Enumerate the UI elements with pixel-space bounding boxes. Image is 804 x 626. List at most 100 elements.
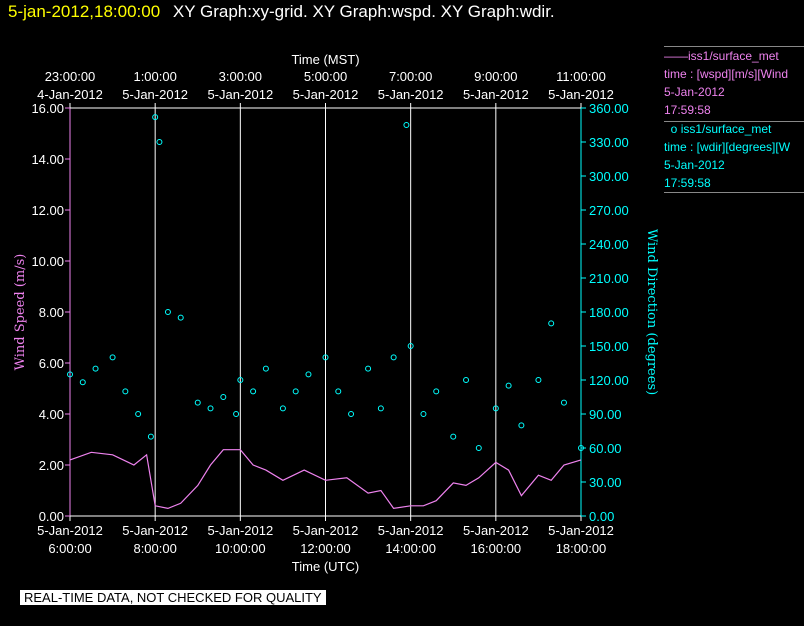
- y-left-tick-label: 10.00: [31, 254, 64, 269]
- wdir-point: [262, 365, 269, 372]
- x-tick-label-date: 5-Jan-2012: [122, 523, 188, 538]
- x-top-tick-label-date: 5-Jan-2012: [293, 87, 359, 102]
- y-left-tick-label: 4.00: [39, 407, 64, 422]
- x-top-tick-label-date: 5-Jan-2012: [122, 87, 188, 102]
- x-tick-label-time: 12:00:00: [300, 541, 351, 556]
- y-left-tick-label: 14.00: [31, 152, 64, 167]
- y-left-axis-title: Wind Speed (m/s): [13, 254, 28, 371]
- x-axis-title-utc: Time (UTC): [292, 559, 359, 574]
- x-top-tick-label-time: 3:00:00: [219, 69, 262, 84]
- wdir-point: [135, 411, 142, 417]
- x-tick-label-date: 5-Jan-2012: [378, 523, 444, 538]
- wdir-point: [279, 405, 286, 412]
- wdir-point: [407, 343, 414, 349]
- legend-line-swatch: ——: [664, 49, 688, 63]
- x-top-tick-label-date: 5-Jan-2012: [463, 87, 529, 102]
- x-top-tick-label-time: 7:00:00: [389, 69, 432, 84]
- x-top-tick-label-date: 4-Jan-2012: [37, 87, 103, 102]
- wdir-point: [335, 388, 342, 395]
- wdir-point: [560, 399, 567, 406]
- legend-wdir-time: 17:59:58: [664, 176, 711, 190]
- x-tick-label-time: 8:00:00: [133, 541, 176, 556]
- x-tick-label-date: 5-Jan-2012: [37, 523, 103, 538]
- x-tick-label-time: 14:00:00: [385, 541, 436, 556]
- wdir-point: [505, 382, 512, 389]
- x-top-tick-label-time: 11:00:00: [556, 69, 606, 84]
- y-left-tick-label: 6.00: [39, 356, 64, 371]
- x-top-tick-label-date: 5-Jan-2012: [207, 87, 273, 102]
- wdir-point: [433, 388, 440, 395]
- x-tick-label-date: 5-Jan-2012: [293, 523, 359, 538]
- wdir-point: [322, 354, 329, 361]
- x-tick-label-time: 6:00:00: [48, 541, 91, 556]
- legend-wdir-title: iss1/surface_met: [680, 122, 772, 136]
- wdir-point: [164, 309, 171, 315]
- y-right-tick-label: 330.00: [589, 135, 629, 150]
- x-top-tick-label-date: 5-Jan-2012: [548, 87, 614, 102]
- wdir-point: [250, 388, 257, 395]
- quality-warning-note: REAL-TIME DATA, NOT CHECKED FOR QUALITY: [20, 590, 326, 605]
- legend-wspd-variable: time : [wspd][m/s][Wind: [664, 67, 789, 81]
- x-top-tick-label-time: 1:00:00: [133, 69, 176, 84]
- legend-wspd-title-row: ——iss1/surface_met: [664, 47, 804, 65]
- x-top-tick-label-time: 9:00:00: [474, 69, 517, 84]
- y-right-tick-label: 180.00: [589, 305, 629, 320]
- legend-circle-swatch: o: [664, 122, 681, 136]
- wdir-point: [463, 377, 470, 383]
- wdir-point: [390, 354, 397, 361]
- wdir-point: [194, 399, 201, 406]
- graph-title-bar: 5-jan-2012,18:00:00 XY Graph:xy-grid. XY…: [8, 2, 555, 22]
- wdir-point: [147, 433, 154, 440]
- legend-wdir-date: 5-Jan-2012: [664, 158, 725, 172]
- y-right-tick-label: 360.00: [589, 101, 629, 116]
- wdir-point: [475, 445, 482, 451]
- y-right-tick-label: 270.00: [589, 203, 629, 218]
- wdir-point: [237, 377, 244, 383]
- x-tick-label-time: 16:00:00: [471, 541, 522, 556]
- x-axis-title-mst: Time (MST): [291, 52, 359, 67]
- x-tick-label-date: 5-Jan-2012: [207, 523, 273, 538]
- y-right-tick-label: 210.00: [589, 271, 629, 286]
- wdir-point: [207, 405, 214, 412]
- y-right-tick-label: 0.00: [589, 509, 614, 524]
- wdir-point: [220, 394, 227, 400]
- x-top-tick-label-time: 23:00:00: [45, 69, 96, 84]
- x-top-tick-label-date: 5-Jan-2012: [378, 87, 444, 102]
- wdir-point: [67, 371, 73, 378]
- wdir-point: [177, 314, 184, 321]
- y-right-axis-title: Wind Direction (degrees): [644, 229, 659, 395]
- wdir-point: [348, 411, 355, 417]
- y-right-tick-label: 240.00: [589, 237, 629, 252]
- y-right-tick-label: 300.00: [589, 169, 629, 184]
- legend-wspd[interactable]: ——iss1/surface_met time : [wspd][m/s][Wi…: [664, 46, 804, 122]
- y-right-tick-label: 120.00: [589, 373, 629, 388]
- y-right-tick-label: 150.00: [589, 339, 629, 354]
- wdir-point: [548, 320, 555, 327]
- wdir-point: [79, 379, 86, 386]
- current-time-label: 5-jan-2012,18:00:00: [8, 2, 161, 21]
- wdir-point: [578, 445, 584, 451]
- wdir-point: [109, 354, 116, 361]
- y-right-tick-label: 60.00: [589, 441, 622, 456]
- y-left-tick-label: 0.00: [39, 509, 64, 524]
- legend-wspd-time: 17:59:58: [664, 103, 711, 117]
- legend-wspd-title: iss1/surface_met: [688, 49, 779, 63]
- wdir-point: [122, 388, 129, 395]
- x-tick-label-time: 18:00:00: [556, 541, 607, 556]
- wdir-point: [420, 411, 427, 417]
- wdir-point: [518, 422, 525, 429]
- wdir-point: [403, 122, 410, 128]
- y-right-tick-label: 90.00: [589, 407, 622, 422]
- legend-wdir[interactable]: o iss1/surface_met time : [wdir][degrees…: [664, 120, 804, 193]
- wdir-point: [233, 411, 240, 417]
- legend-wdir-title-row: o iss1/surface_met: [664, 120, 804, 138]
- legend-wspd-date: 5-Jan-2012: [664, 85, 725, 99]
- wdir-point: [156, 139, 163, 145]
- y-left-tick-label: 16.00: [31, 101, 64, 116]
- wdir-point: [305, 371, 312, 378]
- x-tick-label-time: 10:00:00: [215, 541, 266, 556]
- wdir-point: [492, 405, 499, 412]
- graph-list-label: XY Graph:xy-grid. XY Graph:wspd. XY Grap…: [172, 2, 555, 21]
- y-left-tick-label: 8.00: [39, 305, 64, 320]
